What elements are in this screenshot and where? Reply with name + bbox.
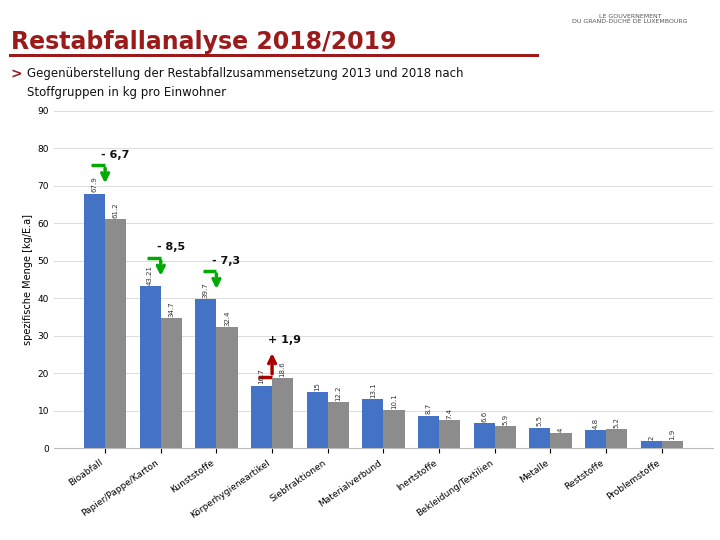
Bar xyxy=(161,318,182,448)
Text: 34.7: 34.7 xyxy=(168,301,174,317)
Bar xyxy=(529,428,550,448)
Text: LE GOUVERNEMENT
DU GRAND-DUCHÉ DE LUXEMBOURG: LE GOUVERNEMENT DU GRAND-DUCHÉ DE LUXEMB… xyxy=(572,14,688,24)
Text: 8.7: 8.7 xyxy=(426,403,431,415)
Text: 2: 2 xyxy=(648,435,654,440)
Text: 6.6: 6.6 xyxy=(481,411,487,422)
Bar xyxy=(84,193,105,448)
Bar xyxy=(383,410,405,448)
Text: - 7,3: - 7,3 xyxy=(212,255,240,266)
Bar xyxy=(272,379,293,448)
Text: 67.9: 67.9 xyxy=(91,177,97,192)
Bar xyxy=(251,386,272,448)
Bar xyxy=(195,299,217,448)
Text: 61.2: 61.2 xyxy=(112,202,119,218)
Bar xyxy=(662,441,683,448)
Text: Stoffgruppen in kg pro Einwohner: Stoffgruppen in kg pro Einwohner xyxy=(27,86,227,99)
Text: 4: 4 xyxy=(558,428,564,432)
Text: 15: 15 xyxy=(314,382,320,391)
Text: Restabfallanalyse 2018/2019: Restabfallanalyse 2018/2019 xyxy=(11,30,396,53)
Text: - 6,7: - 6,7 xyxy=(101,150,130,160)
Bar xyxy=(606,429,627,448)
Bar xyxy=(418,416,439,448)
Bar xyxy=(105,219,126,448)
Bar xyxy=(495,426,516,448)
Text: >: > xyxy=(11,68,22,82)
Bar xyxy=(328,402,349,448)
Text: + 1,9: + 1,9 xyxy=(268,335,301,345)
Text: Gegenüberstellung der Restabfallzusammensetzung 2013 und 2018 nach: Gegenüberstellung der Restabfallzusammen… xyxy=(27,68,464,80)
Text: 7.4: 7.4 xyxy=(446,408,453,420)
Bar xyxy=(140,286,161,448)
Y-axis label: spezifische Menge [kg/E.a]: spezifische Menge [kg/E.a] xyxy=(24,214,33,345)
Text: 39.7: 39.7 xyxy=(203,282,209,298)
Text: 1.9: 1.9 xyxy=(670,429,675,440)
Text: 43.21: 43.21 xyxy=(147,265,153,285)
Bar xyxy=(439,421,460,448)
Bar xyxy=(641,441,662,448)
Bar xyxy=(362,399,383,448)
Bar xyxy=(550,433,572,448)
Text: 4.8: 4.8 xyxy=(593,418,598,429)
Text: 32.4: 32.4 xyxy=(224,310,230,326)
Text: 13.1: 13.1 xyxy=(370,382,376,398)
Text: 10.1: 10.1 xyxy=(391,394,397,409)
Text: 16.7: 16.7 xyxy=(258,369,264,384)
Bar xyxy=(307,392,328,448)
Bar xyxy=(585,430,606,448)
Bar xyxy=(217,327,238,448)
Text: 18.6: 18.6 xyxy=(279,362,286,377)
Text: - 8,5: - 8,5 xyxy=(156,242,185,252)
Text: 12.2: 12.2 xyxy=(336,386,341,401)
Bar xyxy=(474,423,495,448)
Text: 5.5: 5.5 xyxy=(537,415,543,427)
Text: 5.9: 5.9 xyxy=(503,414,508,425)
Text: 5.2: 5.2 xyxy=(613,416,620,428)
